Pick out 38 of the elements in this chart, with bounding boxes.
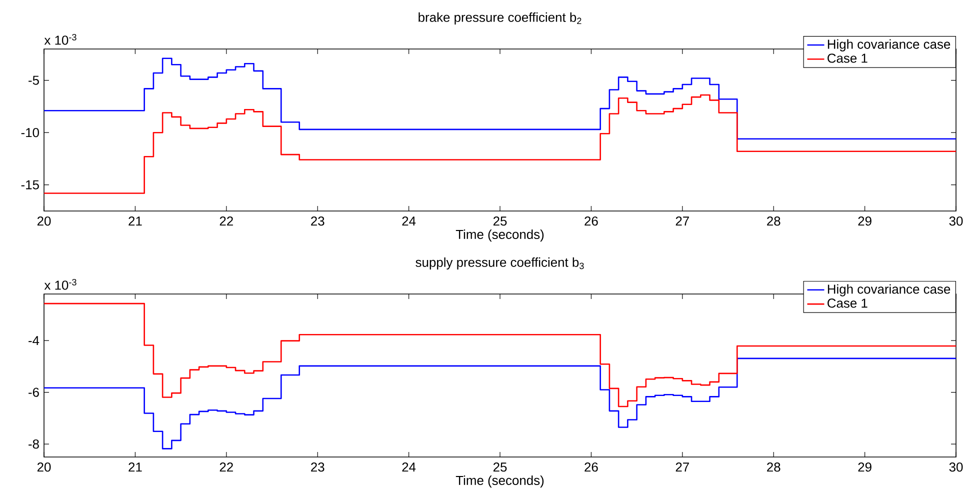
x-tick-label: 30 — [949, 216, 963, 226]
legend-label: Case 1 — [828, 298, 868, 308]
x-tick-label: 20 — [37, 462, 51, 472]
text: x 10$^{-3}$ — [44, 34, 76, 45]
text: x 10$^{-3}$ — [44, 279, 76, 290]
x-tick-label: 30 — [949, 462, 963, 472]
legend-label: High covariance case — [828, 284, 950, 296]
x-tick-label: 24 — [402, 216, 416, 226]
x-tick-label: 29 — [858, 462, 872, 472]
x-tick-label: 27 — [676, 462, 689, 472]
x-tick-label: 28 — [767, 462, 780, 472]
x-tick-label: 26 — [584, 216, 598, 226]
x-tick-label: 20 — [37, 216, 51, 226]
x-tick-label: 24 — [402, 462, 416, 472]
x-axis-title: Time (seconds) — [456, 229, 544, 242]
x-tick-label: 22 — [220, 462, 233, 472]
legend-label: Case 1 — [828, 54, 868, 63]
y-tick-label: -6 — [28, 388, 39, 397]
x-tick-label: 21 — [128, 216, 142, 226]
x-tick-label: 21 — [128, 462, 142, 472]
x-tick-label: 27 — [676, 216, 689, 226]
x-tick-label: 23 — [311, 216, 324, 226]
y-tick-label: -15 — [21, 180, 39, 190]
x-tick-label: 23 — [311, 462, 324, 472]
legend-label: High covariance case — [828, 39, 950, 52]
chart-title: brake pressure coefficient b$_{2}$ — [418, 12, 582, 24]
x-tick-label: 28 — [767, 216, 780, 226]
y-tick-label: -8 — [28, 439, 39, 449]
x-tick-label: 22 — [220, 216, 233, 226]
chart-title: supply pressure coefficient b$_{3}$ — [416, 257, 584, 270]
x-axis-title: Time (seconds) — [456, 475, 544, 488]
x-tick-label: 29 — [858, 216, 872, 226]
x-tick-label: 25 — [493, 462, 507, 472]
y-tick-label: -5 — [28, 76, 39, 85]
x-tick-label: 26 — [584, 462, 598, 472]
y-tick-label: -4 — [28, 336, 40, 346]
y-tick-label: -10 — [21, 128, 39, 138]
x-tick-label: 25 — [493, 216, 507, 226]
